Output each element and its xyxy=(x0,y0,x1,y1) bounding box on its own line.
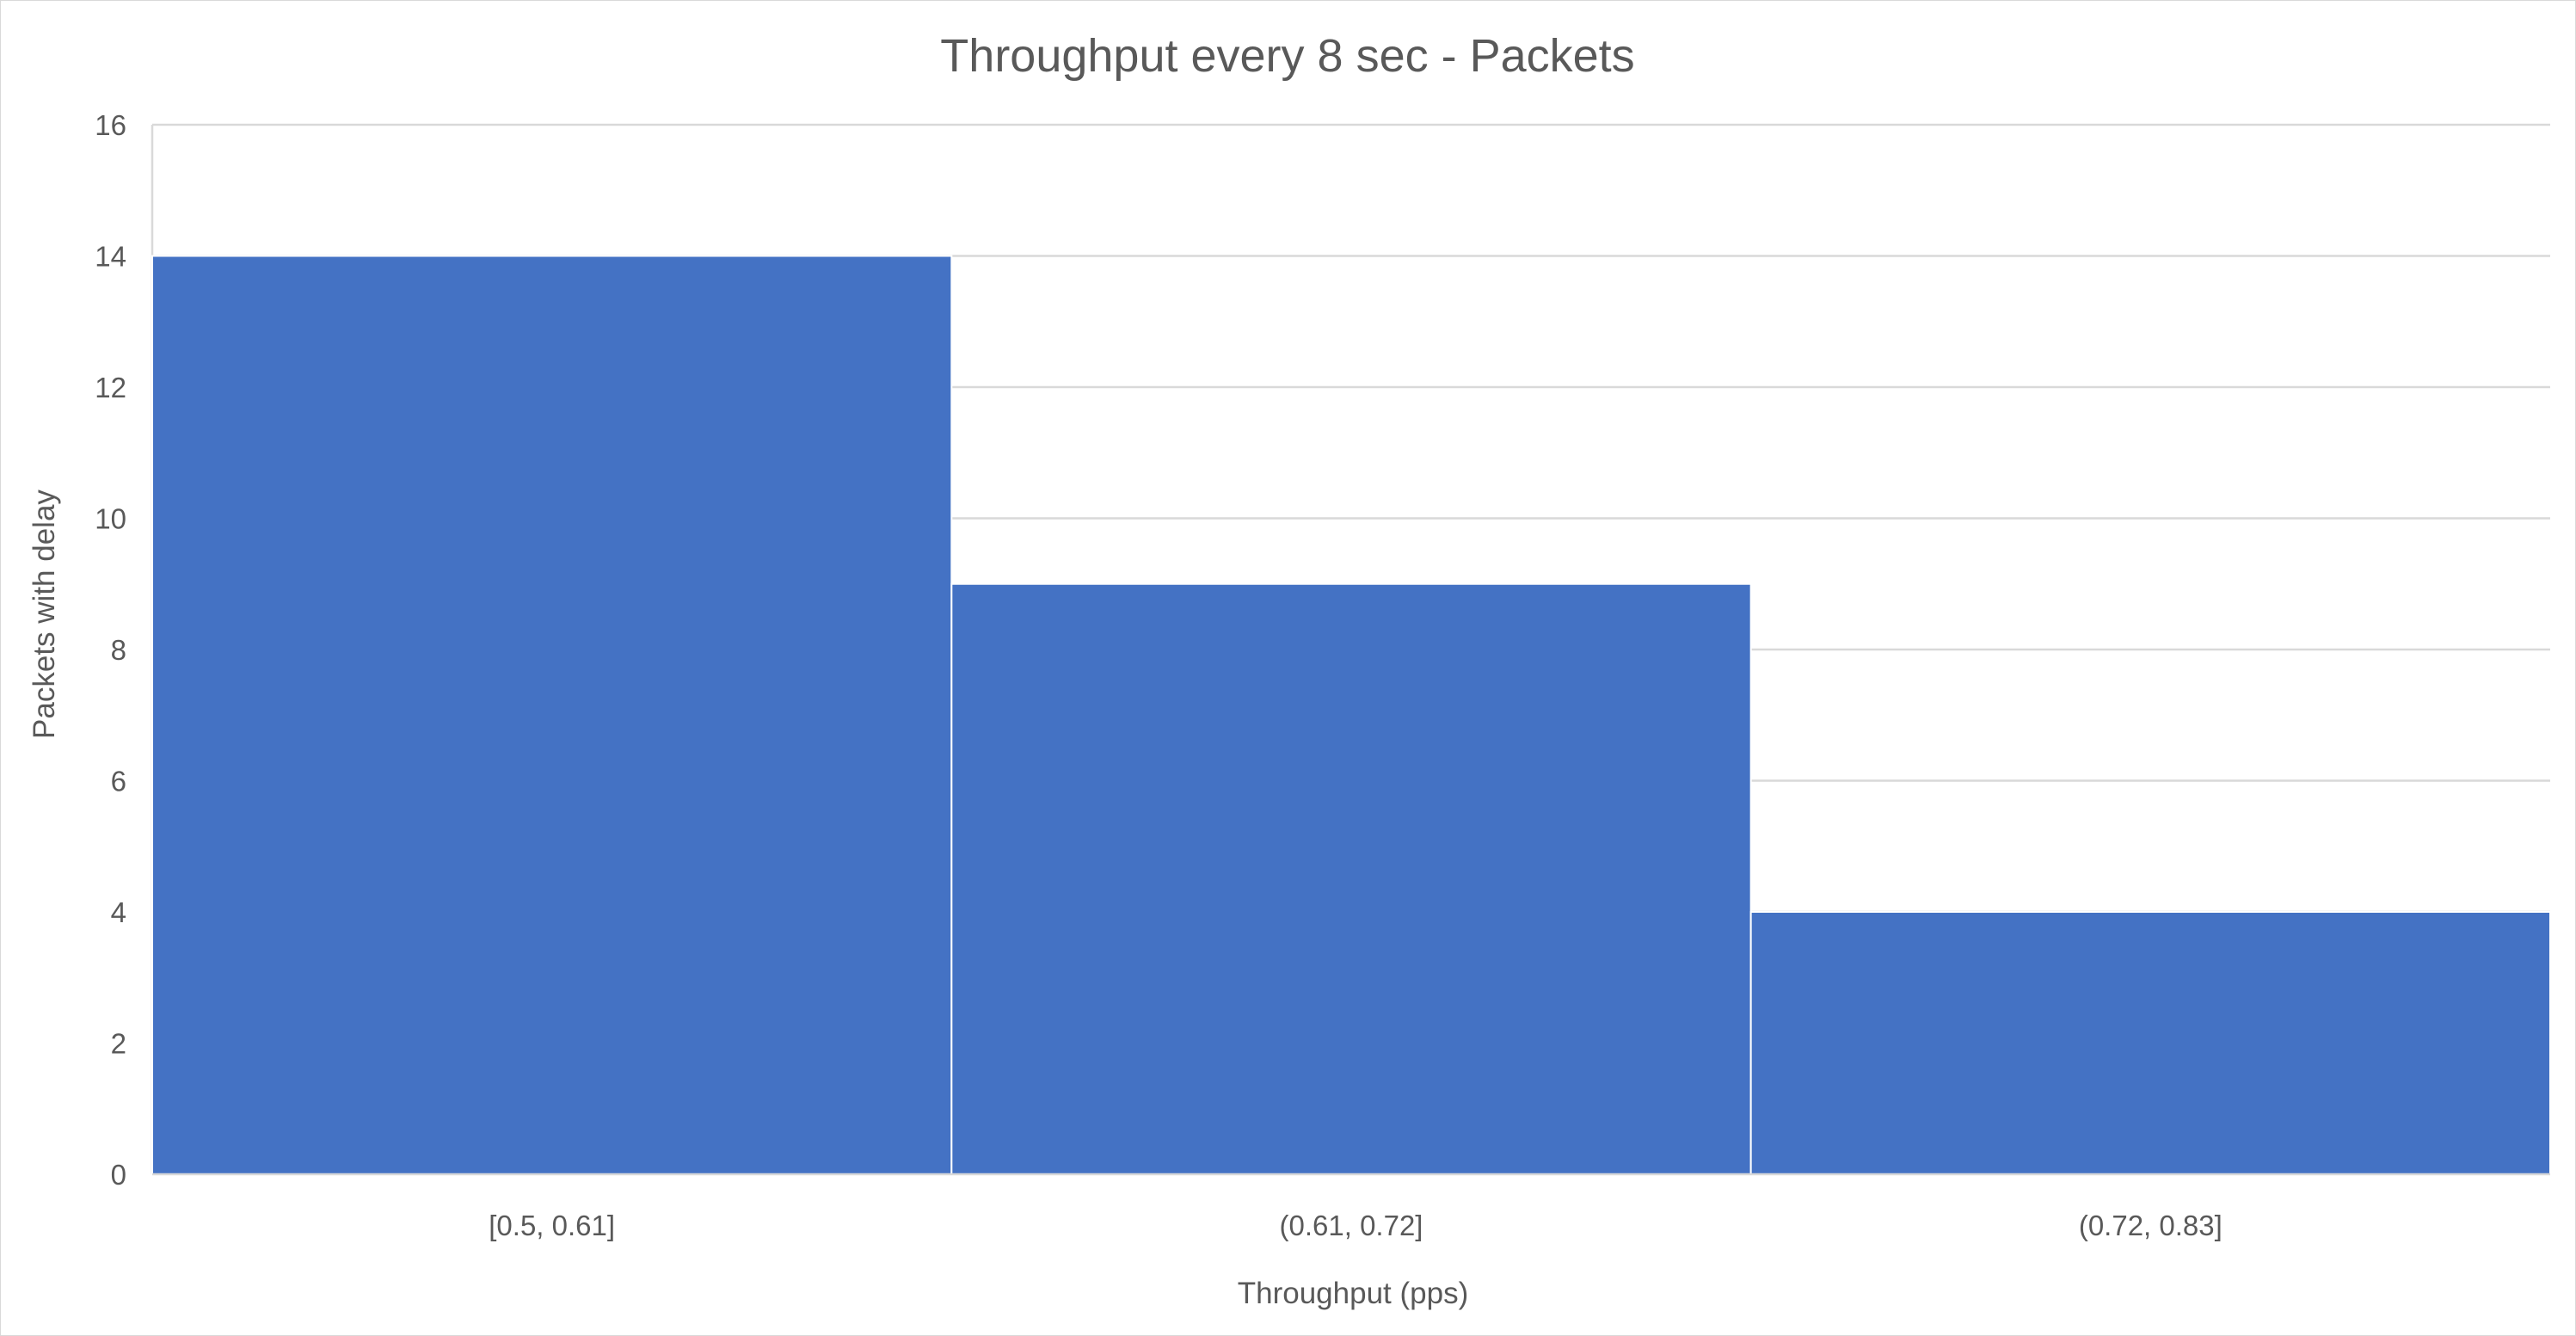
y-tick-label: 8 xyxy=(111,634,126,666)
y-tick-label: 12 xyxy=(95,372,126,403)
x-tick-label: [0.5, 0.61] xyxy=(489,1210,615,1241)
y-tick-label: 4 xyxy=(111,896,126,928)
y-tick-label: 0 xyxy=(111,1159,126,1191)
y-tick-label: 10 xyxy=(95,503,126,535)
x-tick-label: (0.72, 0.83] xyxy=(2079,1210,2222,1241)
y-tick-label: 14 xyxy=(95,241,126,273)
chart-title: Throughput every 8 sec - Packets xyxy=(940,30,1634,82)
x-axis-ticks: [0.5, 0.61] (0.61, 0.72] (0.72, 0.83] xyxy=(489,1210,2222,1241)
y-tick-label: 16 xyxy=(95,109,126,141)
x-axis-title: Throughput (pps) xyxy=(1238,1277,1468,1310)
y-tick-label: 6 xyxy=(111,766,126,797)
bar-3 xyxy=(1749,911,2551,1175)
bar-2 xyxy=(950,582,1752,1175)
y-tick-label: 2 xyxy=(111,1028,126,1060)
x-tick-label: (0.61, 0.72] xyxy=(1280,1210,1423,1241)
y-axis-title: Packets with delay xyxy=(28,489,61,739)
bars xyxy=(151,255,2551,1175)
bar-1 xyxy=(151,255,953,1175)
y-axis-ticks: 0 2 4 6 8 10 12 14 16 xyxy=(95,109,126,1191)
